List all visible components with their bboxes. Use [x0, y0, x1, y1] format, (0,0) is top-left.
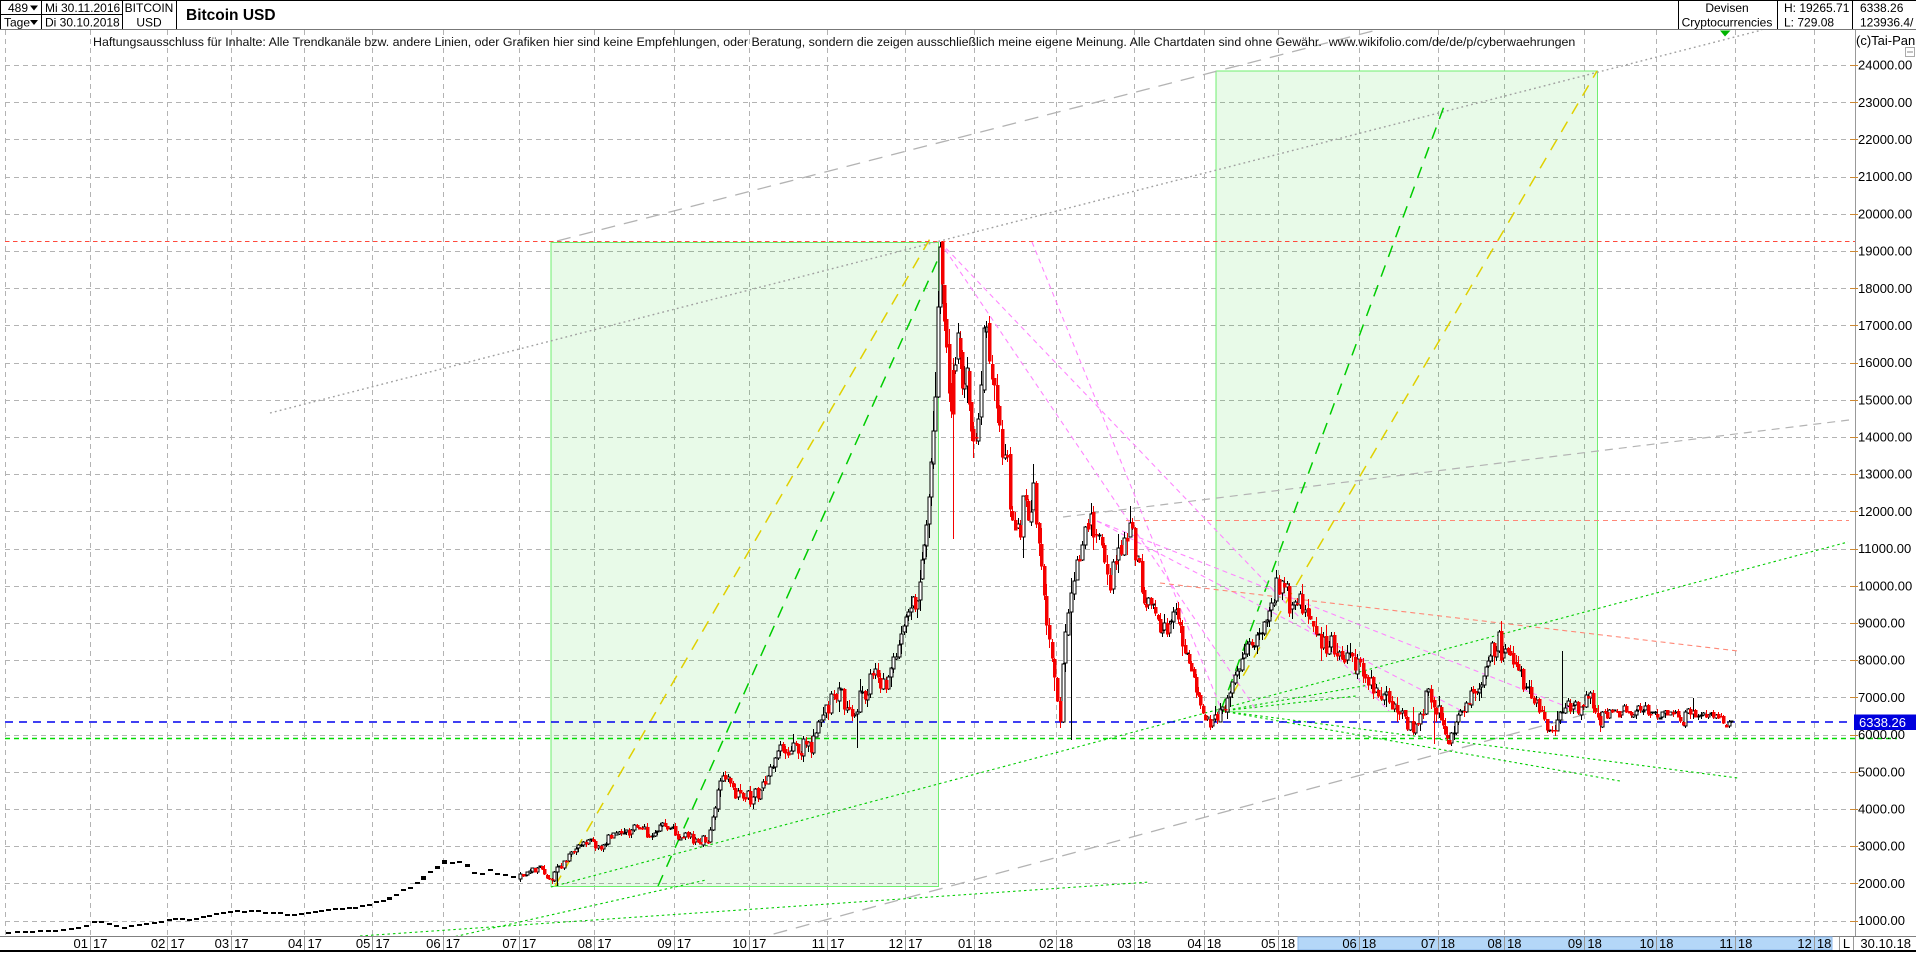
svg-text:6338.26: 6338.26 [1859, 715, 1906, 730]
svg-text:18: 18 [978, 936, 992, 951]
svg-text:5000.00: 5000.00 [1858, 764, 1905, 779]
svg-text:23000.00: 23000.00 [1858, 95, 1912, 110]
svg-text:H: 19265.71: H: 19265.71 [1784, 1, 1850, 15]
svg-text:11: 11 [812, 936, 826, 951]
svg-text:05: 05 [356, 936, 370, 951]
svg-text:12: 12 [1797, 936, 1811, 951]
svg-text:01: 01 [958, 936, 972, 951]
svg-text:18: 18 [1137, 936, 1151, 951]
svg-text:8000.00: 8000.00 [1858, 653, 1905, 668]
svg-text:12000.00: 12000.00 [1858, 504, 1912, 519]
svg-text:21000.00: 21000.00 [1858, 169, 1912, 184]
svg-text:489: 489 [8, 1, 28, 15]
svg-text:Devisen: Devisen [1705, 1, 1748, 15]
svg-text:L: L [1843, 936, 1850, 951]
svg-text:09: 09 [1568, 936, 1582, 951]
svg-text:02: 02 [1039, 936, 1053, 951]
svg-text:17: 17 [830, 936, 844, 951]
svg-text:Tage: Tage [4, 16, 30, 30]
svg-text:06: 06 [1342, 936, 1356, 951]
svg-text:06: 06 [426, 936, 440, 951]
svg-text:17: 17 [375, 936, 389, 951]
svg-text:13000.00: 13000.00 [1858, 467, 1912, 482]
svg-text:18: 18 [1507, 936, 1521, 951]
svg-text:08: 08 [578, 936, 592, 951]
svg-text:18: 18 [1441, 936, 1455, 951]
svg-text:11000.00: 11000.00 [1858, 541, 1911, 556]
svg-text:10: 10 [732, 936, 746, 951]
svg-text:30.10.18: 30.10.18 [1860, 936, 1911, 951]
svg-text:3000.00: 3000.00 [1858, 839, 1905, 854]
svg-text:18: 18 [1587, 936, 1601, 951]
svg-text:17: 17 [93, 936, 107, 951]
svg-text:17: 17 [752, 936, 766, 951]
svg-text:10: 10 [1640, 936, 1654, 951]
svg-text:18: 18 [1659, 936, 1673, 951]
svg-text:7000.00: 7000.00 [1858, 690, 1905, 705]
svg-text:18: 18 [1059, 936, 1073, 951]
svg-text:03: 03 [215, 936, 229, 951]
svg-text:(c)Tai-Pan: (c)Tai-Pan [1856, 33, 1915, 48]
svg-text:17: 17 [170, 936, 184, 951]
svg-text:18: 18 [1281, 936, 1295, 951]
svg-text:07: 07 [1421, 936, 1435, 951]
svg-text:BITCOIN: BITCOIN [125, 1, 174, 15]
svg-text:02: 02 [151, 936, 165, 951]
svg-text:04: 04 [288, 936, 302, 951]
svg-text:18: 18 [1817, 936, 1831, 951]
svg-text:19000.00: 19000.00 [1858, 244, 1912, 259]
svg-text:Cryptocurrencies: Cryptocurrencies [1682, 16, 1773, 30]
svg-text:6000.00: 6000.00 [1858, 727, 1905, 742]
svg-text:2000.00: 2000.00 [1858, 876, 1905, 891]
svg-text:17: 17 [308, 936, 322, 951]
svg-text:17: 17 [446, 936, 460, 951]
svg-text:1000.00: 1000.00 [1858, 913, 1905, 928]
svg-text:09: 09 [657, 936, 671, 951]
svg-text:11: 11 [1719, 936, 1733, 951]
svg-text:4000.00: 4000.00 [1858, 802, 1905, 817]
svg-text:20000.00: 20000.00 [1858, 206, 1912, 221]
svg-text:22000.00: 22000.00 [1858, 132, 1912, 147]
svg-text:16000.00: 16000.00 [1858, 355, 1912, 370]
svg-text:10000.00: 10000.00 [1858, 578, 1912, 593]
svg-text:24000.00: 24000.00 [1858, 58, 1912, 73]
svg-text:18000.00: 18000.00 [1858, 281, 1912, 296]
svg-text:Mi 30.11.2016: Mi 30.11.2016 [45, 1, 120, 15]
svg-text:17: 17 [908, 936, 922, 951]
svg-text:17: 17 [234, 936, 248, 951]
svg-text:01: 01 [74, 936, 88, 951]
svg-text:123936.4/: 123936.4/ [1860, 16, 1914, 30]
svg-text:12: 12 [889, 936, 903, 951]
svg-text:18: 18 [1738, 936, 1752, 951]
svg-text:05: 05 [1261, 936, 1275, 951]
svg-text:L: 729.08: L: 729.08 [1784, 16, 1834, 30]
svg-text:08: 08 [1488, 936, 1502, 951]
svg-text:17: 17 [522, 936, 536, 951]
svg-text:USD: USD [136, 16, 162, 30]
svg-text:Bitcoin USD: Bitcoin USD [186, 7, 276, 24]
svg-text:6338.26: 6338.26 [1860, 1, 1904, 15]
svg-text:9000.00: 9000.00 [1858, 616, 1905, 631]
svg-text:03: 03 [1117, 936, 1131, 951]
svg-text:07: 07 [502, 936, 516, 951]
svg-text:18: 18 [1362, 936, 1376, 951]
svg-text:Haftungsausschluss für Inhalte: Haftungsausschluss für Inhalte: Alle Tre… [93, 35, 1575, 49]
svg-text:17: 17 [597, 936, 611, 951]
svg-text:04: 04 [1187, 936, 1201, 951]
svg-text:14000.00: 14000.00 [1858, 430, 1912, 445]
svg-text:17: 17 [677, 936, 691, 951]
svg-text:Di 30.10.2018: Di 30.10.2018 [45, 16, 120, 30]
svg-text:17000.00: 17000.00 [1858, 318, 1912, 333]
svg-text:18: 18 [1207, 936, 1221, 951]
svg-text:15000.00: 15000.00 [1858, 392, 1912, 407]
